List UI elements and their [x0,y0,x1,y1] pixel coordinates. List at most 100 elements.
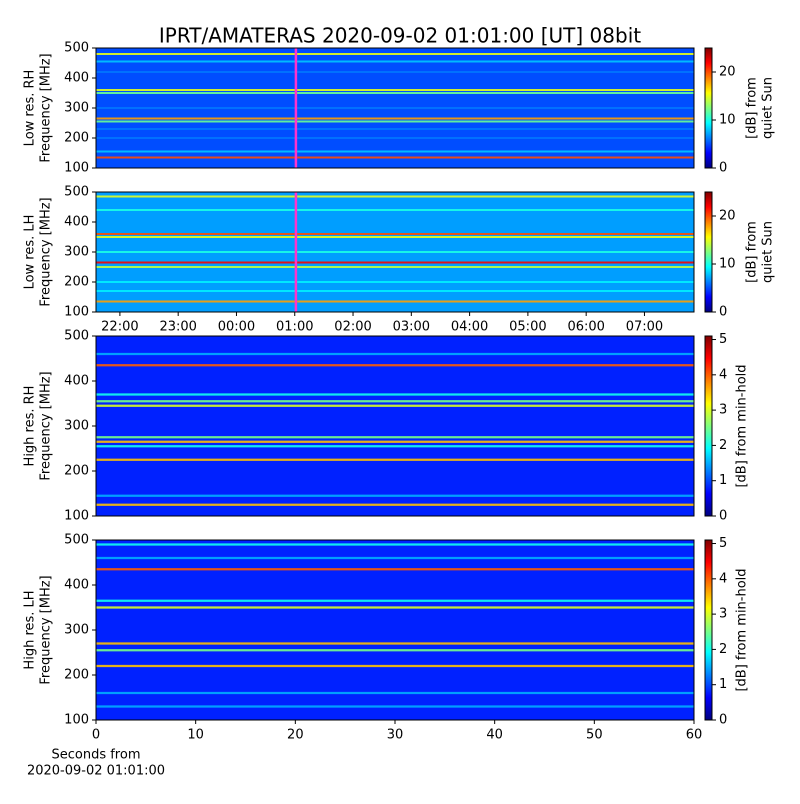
spectral-band [96,393,694,396]
spectral-band [96,503,694,506]
spectral-band [96,543,694,546]
spectral-band [96,568,694,571]
colorbar-tick-label: 4 [719,367,727,382]
x-tick-label: 05:00 [509,320,546,335]
y-tick-label: 300 [64,245,89,260]
spectral-band [96,400,694,403]
y-axis-label: Frequency [MHz] [39,575,54,684]
colorbar-tick-label: 4 [719,571,727,586]
spectral-band [96,137,694,139]
x-tick-label: 22:00 [101,320,138,335]
spectral-band [96,664,694,668]
spectral-band [96,209,694,211]
spectral-band [96,120,694,123]
spectral-band [96,352,694,356]
x-tick-label: 23:00 [159,320,196,335]
spectral-band [96,261,694,264]
y-axis-label: High res. LH [23,590,38,669]
y-axis-label: Low res. LH [23,215,38,290]
spectral-band [96,60,694,63]
y-tick-label: 500 [64,185,89,200]
spectral-band [96,71,694,73]
y-axis-label: Frequency [MHz] [39,197,54,306]
y-tick-label: 400 [64,374,89,389]
spectral-band [96,117,694,120]
spectral-band [96,300,694,303]
y-axis-label: Frequency [MHz] [39,53,54,162]
colorbar-tick-label: 1 [719,677,727,692]
y-tick-label: 400 [64,578,89,593]
spectral-band [96,195,694,198]
colorbar [704,191,713,313]
x-tick-label: 07:00 [626,320,663,335]
colorbar-tick-label: 20 [719,65,736,80]
y-tick-label: 200 [64,275,89,290]
heatmap-background [96,336,694,516]
spectral-band [96,599,694,602]
spectral-band [96,236,694,238]
spectral-band [96,53,694,55]
colorbar-tick-label: 5 [719,536,727,551]
spectral-band [96,281,694,283]
spectral-band [96,458,694,461]
y-axis-label: High res. RH [23,386,38,467]
spectral-band [96,436,694,439]
spectral-band [96,233,694,235]
spectral-band [96,494,694,497]
y-tick-label: 500 [64,533,89,548]
y-tick-label: 500 [64,329,89,344]
colorbar-tick-label: 20 [719,209,736,224]
colorbar-tick-label: 0 [719,305,727,320]
x-axis-label: Seconds from [51,748,140,763]
y-axis-label: Low res. RH [23,70,38,147]
colorbar-tick-label: 0 [719,161,727,176]
spectral-band [96,92,694,94]
x-tick-label: 02:00 [334,320,371,335]
colorbar-tick-label: 2 [719,438,727,453]
spectral-band [96,107,694,109]
y-tick-label: 100 [64,509,89,524]
spectral-band [96,440,694,443]
colorbar-tick-label: 10 [719,257,736,272]
spectral-band [96,606,694,609]
x-tick-label: 04:00 [451,320,488,335]
spectral-band [96,642,694,645]
colorbar-label: [dB] from min-hold [735,364,750,487]
x-tick-label: 30 [387,728,404,743]
x-tick-label: 60 [686,728,703,743]
y-tick-label: 200 [64,131,89,146]
y-tick-label: 100 [64,713,89,728]
y-axis-label: Frequency [MHz] [39,371,54,480]
x-tick-label: 40 [486,728,503,743]
spectral-band [96,251,694,253]
y-tick-label: 100 [64,161,89,176]
colorbar-tick-label: 0 [719,509,727,524]
colorbar [704,335,713,517]
colorbar-label: [dB] from [745,77,760,139]
y-tick-label: 300 [64,419,89,434]
x-tick-label: 00:00 [218,320,255,335]
colorbar-tick-label: 2 [719,642,727,657]
x-tick-label: 06:00 [567,320,604,335]
x-axis-label: 2020-09-02 01:01:00 [27,764,165,779]
y-tick-label: 500 [64,41,89,56]
colorbar-tick-label: 5 [719,332,727,347]
spectral-band [96,364,694,367]
spectral-band [96,128,694,130]
x-tick-label: 10 [187,728,204,743]
spectral-band [96,445,694,448]
chart-title: IPRT/AMATERAS 2020-09-02 01:01:00 [UT] 0… [159,24,641,48]
y-tick-label: 100 [64,305,89,320]
y-tick-label: 200 [64,668,89,683]
y-tick-label: 400 [64,215,89,230]
x-tick-label: 20 [287,728,304,743]
colorbar-tick-label: 0 [719,713,727,728]
colorbar-tick-label: 3 [719,403,727,418]
spectral-band [96,266,694,268]
spectral-band [96,290,694,292]
x-tick-label: 50 [586,728,603,743]
spectral-band [96,156,694,159]
y-tick-label: 300 [64,101,89,116]
y-tick-label: 400 [64,71,89,86]
